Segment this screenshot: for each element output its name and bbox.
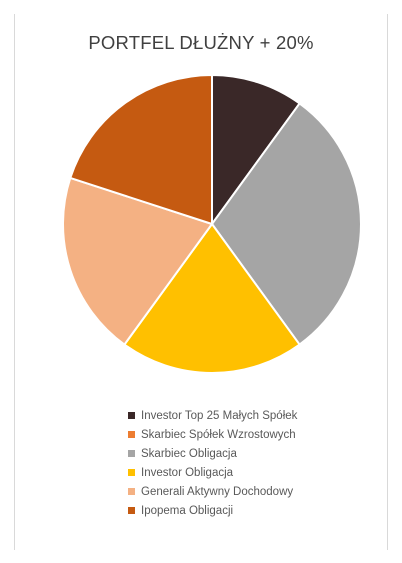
- pie-slice-1: [211, 74, 301, 225]
- legend-item: Investor Obligacja: [128, 463, 388, 482]
- legend-swatch: [128, 488, 135, 495]
- legend-label: Skarbiec Obligacja: [141, 447, 237, 460]
- legend-swatch: [128, 507, 135, 514]
- pie-slice-6: [69, 74, 213, 225]
- legend-label: Investor Top 25 Małych Spółek: [141, 409, 298, 422]
- legend-swatch: [128, 450, 135, 457]
- pie-slice-4: [123, 223, 301, 374]
- pie-slice-5: [62, 176, 213, 346]
- chart-title: PORTFEL DŁUŻNY + 20%: [88, 32, 314, 53]
- legend-label: Skarbiec Spółek Wzrostowych: [141, 428, 296, 441]
- legend-item: Skarbiec Obligacja: [128, 444, 388, 463]
- legend-swatch: [128, 431, 135, 438]
- chart-legend: Investor Top 25 Małych Spółek Skarbiec Sp…: [128, 406, 388, 520]
- legend-item: Skarbiec Spółek Wzrostowych: [128, 425, 388, 444]
- pie-slice-3: [211, 102, 362, 346]
- legend-item: Generali Aktywny Dochodowy: [128, 482, 388, 501]
- legend-label: Generali Aktywny Dochodowy: [141, 485, 294, 498]
- legend-label: Ipopema Obligacji: [141, 504, 234, 517]
- legend-item: Investor Top 25 Małych Spółek: [128, 406, 388, 425]
- legend-item: Ipopema Obligacji: [128, 501, 388, 520]
- legend-swatch: [128, 412, 135, 419]
- legend-swatch: [128, 469, 135, 476]
- legend-label: Investor Obligacja: [141, 466, 234, 479]
